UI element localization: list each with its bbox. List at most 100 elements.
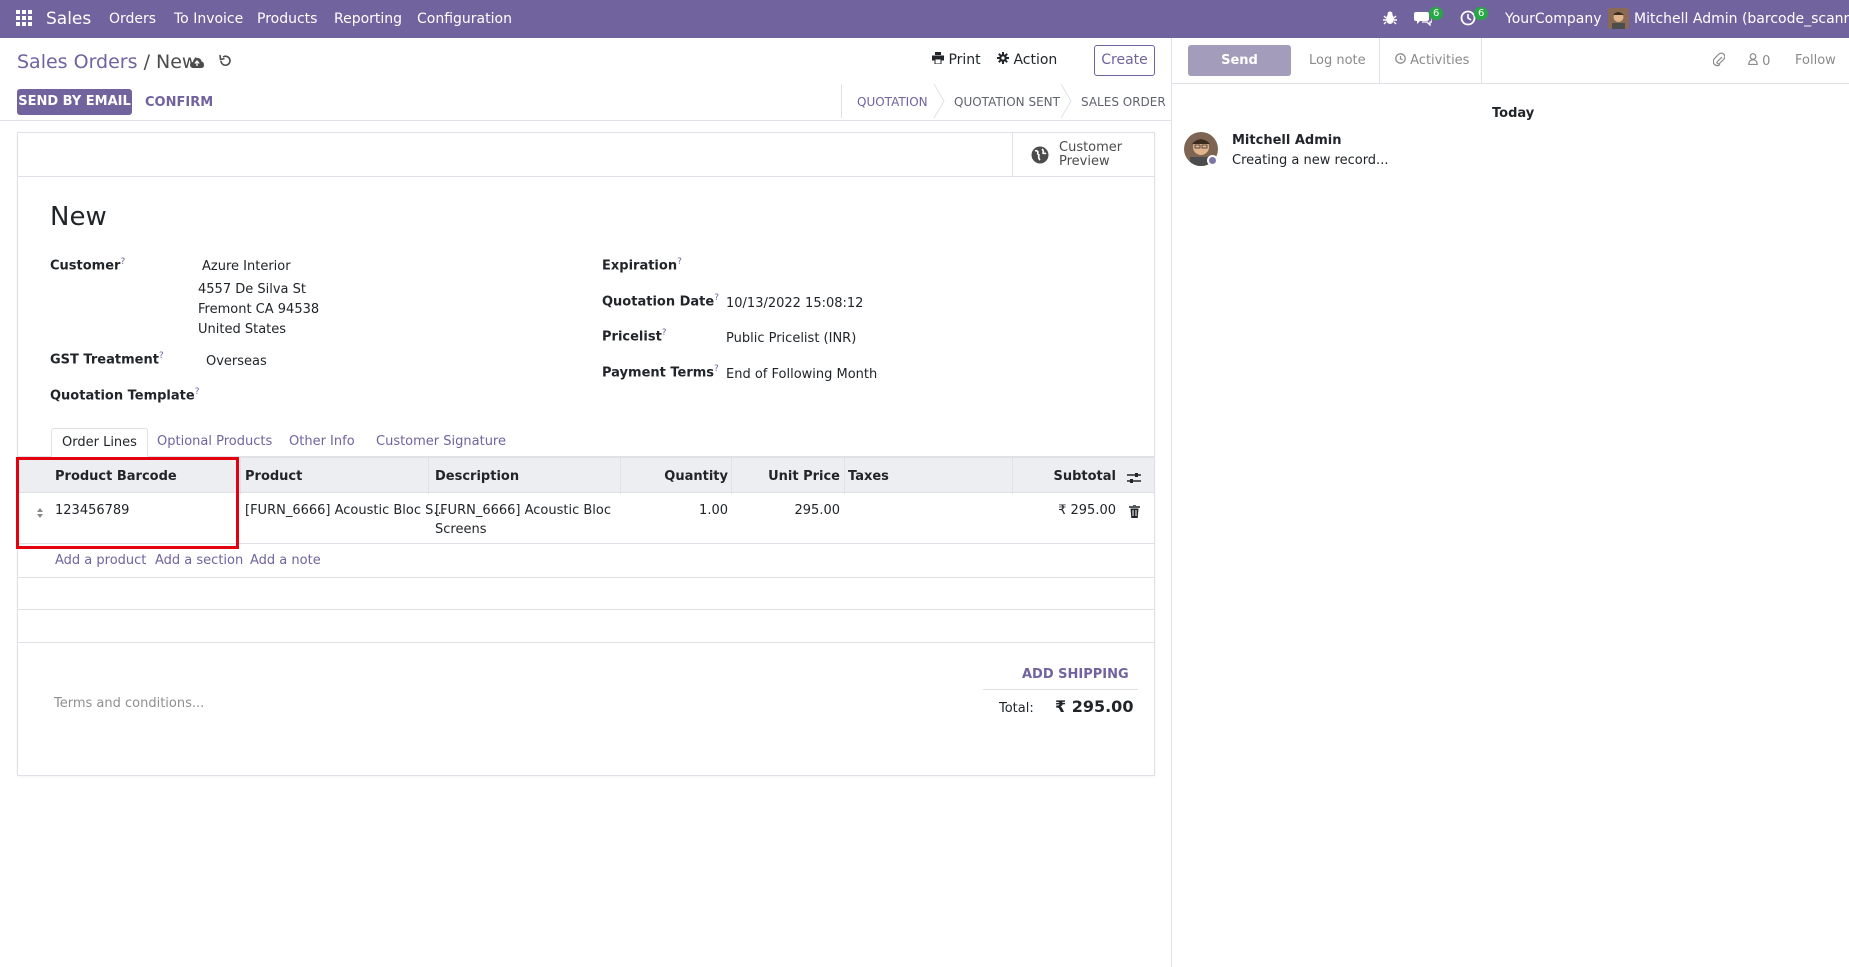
quotation-date-field[interactable]: 10/13/2022 15:08:12 (726, 296, 864, 311)
message-author[interactable]: Mitchell Admin (1232, 133, 1342, 148)
globe-icon (1031, 146, 1049, 168)
chatter-topbar (1172, 38, 1849, 84)
activities-count-badge: 6 (1474, 7, 1489, 20)
app-name[interactable]: Sales (46, 9, 92, 29)
clock-icon (1395, 53, 1410, 68)
payment-terms-field[interactable]: End of Following Month (726, 367, 878, 382)
pricelist-label: Pricelist? (602, 328, 667, 345)
tab-optional-products[interactable]: Optional Products (157, 434, 273, 449)
col-quantity[interactable]: Quantity (664, 469, 728, 484)
empty-row (18, 610, 1154, 643)
user-avatar[interactable] (1608, 8, 1629, 29)
send-by-email-button[interactable]: SEND BY EMAIL (17, 89, 132, 115)
menu-to-invoice[interactable]: To Invoice (174, 11, 244, 27)
col-taxes[interactable]: Taxes (848, 469, 889, 484)
message-avatar (1184, 132, 1218, 166)
menu-reporting[interactable]: Reporting (334, 11, 403, 27)
attachment-paperclip-icon[interactable] (1712, 52, 1726, 71)
message-body: Creating a new record... (1232, 153, 1389, 168)
activities-clock-icon[interactable] (1460, 10, 1476, 30)
print-button[interactable]: Print (932, 52, 981, 68)
totals-separator (983, 689, 1138, 690)
action-label: Action (1013, 52, 1058, 68)
control-panel (0, 38, 1171, 121)
breadcrumb-current: New (156, 51, 198, 73)
tab-order-lines[interactable]: Order Lines (51, 428, 148, 457)
gst-treatment-label: GST Treatment? (50, 351, 164, 368)
customer-address-2: Fremont CA 94538 (198, 302, 320, 317)
cell-product-barcode[interactable]: 123456789 (55, 503, 130, 518)
customer-field[interactable]: Azure Interior (202, 259, 291, 274)
stage-sales-order[interactable]: SALES ORDER (1081, 95, 1166, 109)
cell-description-2: Screens (435, 522, 487, 537)
breadcrumb: Sales Orders / New (17, 51, 197, 73)
discard-undo-icon[interactable] (218, 54, 232, 72)
customer-address-3: United States (198, 322, 287, 337)
save-cloud-icon[interactable] (190, 55, 204, 73)
record-title: New (50, 202, 107, 232)
log-note-button[interactable]: Log note (1309, 53, 1366, 68)
quotation-date-label: Quotation Date? (602, 293, 719, 310)
col-product[interactable]: Product (245, 469, 303, 484)
chatter-divider (1379, 38, 1380, 84)
delete-trash-icon[interactable] (1129, 504, 1140, 522)
terms-conditions-field[interactable]: Terms and conditions... (54, 696, 205, 711)
add-shipping-button[interactable]: ADD SHIPPING (1022, 667, 1129, 682)
send-message-button[interactable]: Send message (1188, 45, 1291, 99)
stage-quotation-sent[interactable]: QUOTATION SENT (954, 95, 1060, 109)
menu-configuration[interactable]: Configuration (417, 11, 512, 27)
drag-handle-icon[interactable] (36, 505, 44, 523)
messages-count-badge: 6 (1429, 7, 1444, 20)
tab-customer-signature[interactable]: Customer Signature (376, 434, 506, 449)
online-status-dot (1207, 155, 1218, 166)
user-menu[interactable]: Mitchell Admin (barcode_scanning) (1634, 11, 1849, 27)
debug-bug-icon[interactable] (1383, 10, 1397, 30)
table-row[interactable]: 123456789 [FURN_6666] Acoustic Bloc S...… (18, 493, 1154, 544)
customer-address-1: 4557 De Silva St (198, 282, 306, 297)
chatter-panel (1171, 38, 1849, 967)
activities-button[interactable]: Activities (1395, 53, 1469, 68)
menu-orders[interactable]: Orders (109, 11, 157, 27)
cell-quantity[interactable]: 1.00 (699, 503, 728, 518)
menu-products[interactable]: Products (257, 11, 318, 27)
create-button[interactable]: Create (1094, 45, 1155, 76)
col-unit-price[interactable]: Unit Price (768, 469, 840, 484)
col-description[interactable]: Description (435, 469, 520, 484)
user-icon (1748, 53, 1762, 69)
stage-quotation[interactable]: QUOTATION (857, 95, 928, 109)
add-product-link[interactable]: Add a product (55, 553, 147, 568)
col-product-barcode[interactable]: Product Barcode (55, 469, 177, 484)
cell-product[interactable]: [FURN_6666] Acoustic Bloc S... (245, 503, 446, 518)
status-bar: QUOTATION QUOTATION SENT SALES ORDER (841, 84, 1171, 118)
payment-terms-label: Payment Terms? (602, 364, 719, 381)
cell-description-1[interactable]: [FURN_6666] Acoustic Bloc (435, 503, 612, 518)
customer-preview-label-2: Preview (1059, 154, 1110, 169)
customer-preview-button[interactable]: Customer Preview (1012, 133, 1154, 177)
pricelist-field[interactable]: Public Pricelist (INR) (726, 331, 857, 346)
add-section-link[interactable]: Add a section (155, 553, 244, 568)
total-amount: ₹ 295.00 (1055, 697, 1134, 716)
cell-unit-price[interactable]: 295.00 (794, 503, 841, 518)
add-line-row: Add a product Add a section Add a note (18, 544, 1154, 578)
apps-menu-icon[interactable] (16, 10, 32, 30)
chatter-divider (1481, 38, 1482, 84)
breadcrumb-sales-orders[interactable]: Sales Orders (17, 51, 138, 73)
top-navbar: Sales Orders To Invoice Products Reporti… (0, 0, 1849, 38)
add-note-link[interactable]: Add a note (250, 553, 321, 568)
followers-count: 0 (1762, 54, 1771, 69)
activities-label: Activities (1410, 53, 1470, 68)
col-subtotal[interactable]: Subtotal (1053, 469, 1116, 484)
gst-treatment-field[interactable]: Overseas (206, 354, 267, 369)
action-button[interactable]: Action (997, 52, 1057, 68)
date-separator: Today (1492, 106, 1535, 121)
tab-other-info[interactable]: Other Info (289, 434, 355, 449)
optional-columns-icon[interactable] (1127, 470, 1141, 488)
print-label: Print (948, 52, 981, 68)
customer-preview-label-1: Customer (1059, 140, 1123, 155)
confirm-button[interactable]: CONFIRM (145, 95, 214, 110)
followers-button[interactable]: 0 (1748, 53, 1770, 69)
quotation-template-label: Quotation Template? (50, 387, 200, 404)
order-lines-header: Product Barcode Product Description Quan… (18, 457, 1154, 494)
follow-button[interactable]: Follow (1795, 53, 1836, 68)
company-switcher[interactable]: YourCompany (1505, 11, 1602, 27)
